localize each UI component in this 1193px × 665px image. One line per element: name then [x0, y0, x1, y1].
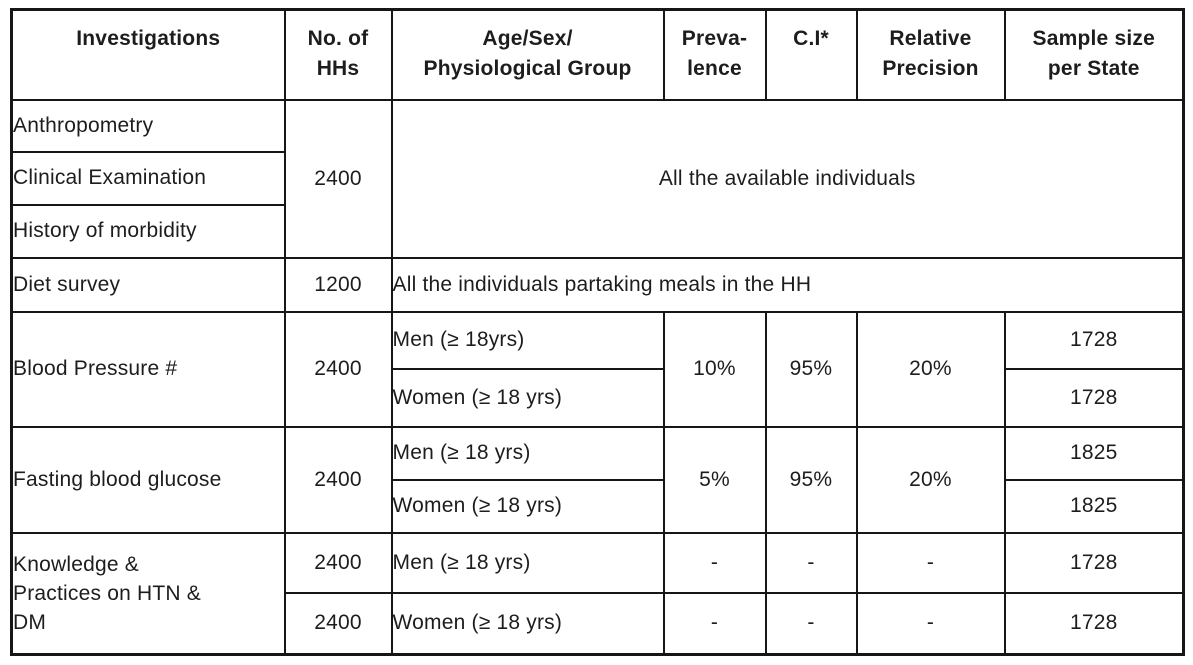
cell-diet-age-sex: All the individuals partaking meals in t…: [390, 256, 1185, 313]
cell-bp-sample-women: 1728: [1003, 367, 1185, 428]
cell-kp-women-group: Women (≥ 18 yrs): [390, 591, 665, 656]
cell-diet-hhs: 1200: [283, 256, 393, 313]
cell-kp-men-relative-precision: -: [855, 531, 1006, 594]
cell-fbg-sample-men: 1825: [1003, 425, 1185, 481]
table-row: Blood Pressure # 2400 Men (≥ 18yrs) 10% …: [10, 310, 1185, 428]
table-row: Women (≥ 18 yrs) 1825: [12, 478, 1185, 534]
cell-bp-ci: 95%: [764, 310, 858, 428]
cell-kp-men-sample: 1728: [1003, 531, 1185, 594]
cell-bp-men-group: Men (≥ 18yrs): [390, 310, 665, 370]
table-row: Anthropometry 2400 All the available ind…: [10, 98, 1185, 259]
cell-bp-sample-men: 1728: [1003, 310, 1185, 370]
cell-kp-women-prevalence: -: [662, 591, 767, 656]
table-row: Knowledge & Practices on HTN & DM 2400 M…: [10, 531, 1185, 656]
cell-bp-relative-precision: 20%: [855, 310, 1006, 428]
table-row: Fasting blood glucose 2400 Men (≥ 18 yrs…: [10, 425, 1185, 534]
table-row: History of morbidity: [10, 203, 1184, 259]
cell-blood-pressure: Blood Pressure #: [10, 310, 286, 428]
cell-bp-hhs: 2400: [283, 310, 393, 428]
cell-kp-men-hhs: 2400: [283, 531, 393, 594]
header-prevalence: Preva- lence: [662, 8, 767, 101]
cell-fbg-women-group: Women (≥ 18 yrs): [390, 478, 665, 534]
header-age-sex-group: Age/Sex/ Physiological Group: [390, 8, 665, 101]
cell-fbg-hhs: 2400: [283, 425, 393, 534]
cell-diet-survey: Diet survey: [10, 256, 286, 313]
table-row: Diet survey 1200 All the individuals par…: [10, 256, 1185, 313]
cell-knowledge-practices: Knowledge & Practices on HTN & DM: [10, 531, 286, 656]
cell-fbg-men-group: Men (≥ 18 yrs): [390, 425, 665, 481]
header-row: Investigations No. of HHs Age/Sex/ Physi…: [10, 8, 1185, 101]
cell-anthropometry: Anthropometry: [10, 98, 286, 153]
cell-kp-men-prevalence: -: [662, 531, 767, 594]
table-row: 2400 Women (≥ 18 yrs) - - - 1728: [12, 591, 1185, 656]
cell-fbg-sample-women: 1825: [1003, 478, 1185, 534]
table-row: Women (≥ 18 yrs) 1728: [12, 367, 1185, 428]
survey-sampling-table: Investigations No. of HHs Age/Sex/ Physi…: [10, 8, 1185, 656]
cell-clinical-examination: Clinical Examination: [10, 150, 286, 206]
table-row: Clinical Examination: [10, 150, 1184, 206]
header-ci: C.I*: [764, 8, 858, 101]
cell-kp-women-sample: 1728: [1003, 591, 1185, 656]
cell-fbg-ci: 95%: [764, 425, 858, 534]
header-sample-size-per-state: Sample size per State: [1003, 8, 1185, 101]
cell-group1-age-sex: All the available individuals: [390, 98, 1185, 259]
cell-kp-men-group: Men (≥ 18 yrs): [390, 531, 665, 594]
header-relative-precision: Relative Precision: [855, 8, 1006, 101]
cell-fasting-blood-glucose: Fasting blood glucose: [10, 425, 286, 534]
cell-kp-men-ci: -: [764, 531, 858, 594]
cell-history-of-morbidity: History of morbidity: [10, 203, 286, 259]
cell-bp-prevalence: 10%: [662, 310, 767, 428]
cell-fbg-prevalence: 5%: [662, 425, 767, 534]
header-no-of-hhs: No. of HHs: [283, 8, 393, 101]
cell-fbg-relative-precision: 20%: [855, 425, 1006, 534]
cell-kp-women-hhs: 2400: [283, 591, 393, 656]
cell-kp-women-relative-precision: -: [855, 591, 1006, 656]
cell-bp-women-group: Women (≥ 18 yrs): [390, 367, 665, 428]
cell-group1-hhs: 2400: [283, 98, 393, 259]
cell-kp-women-ci: -: [764, 591, 858, 656]
header-investigations: Investigations: [10, 8, 286, 101]
